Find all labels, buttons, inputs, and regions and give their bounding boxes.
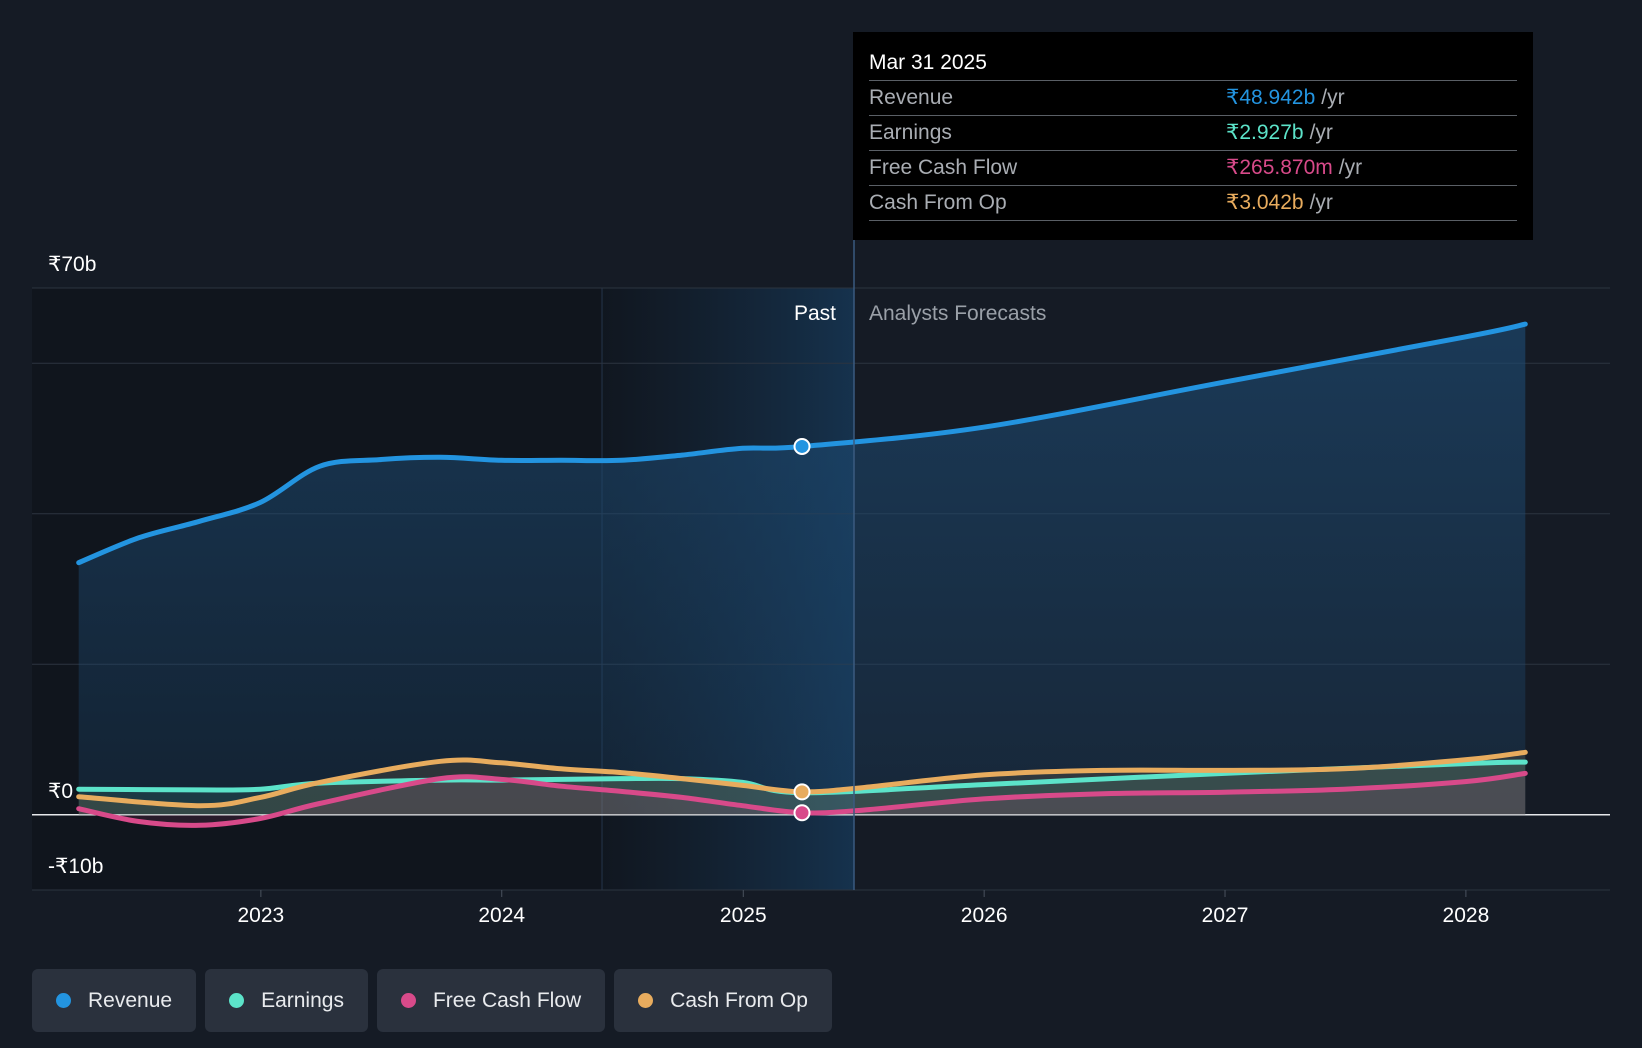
series-area-free-cash-flow	[78, 773, 1526, 826]
legend-label: Earnings	[261, 988, 344, 1012]
series-area-cash-from-op	[78, 752, 1526, 815]
legend-item-earnings[interactable]: Earnings	[205, 969, 368, 1032]
x-tick-label: 2023	[238, 904, 285, 927]
tooltip-row: Earnings ₹2.927b/yr	[869, 116, 1517, 151]
series-line-cash-from-op	[76, 749, 1528, 809]
y-axis-ticks: ₹70b ₹0 -₹10b	[48, 253, 103, 878]
tooltip-series-value: ₹265.870m	[1226, 156, 1333, 179]
tooltip-series-value: ₹2.927b	[1226, 121, 1304, 144]
series-line-revenue	[76, 321, 1528, 566]
tooltip-row: Revenue ₹48.942b/yr	[869, 81, 1517, 116]
series-areas	[78, 324, 1526, 826]
series-area-revenue	[78, 324, 1526, 815]
tooltip-series-name: Free Cash Flow	[869, 156, 1018, 179]
tooltip-row: Cash From Op ₹3.042b/yr	[869, 186, 1517, 221]
legend: Revenue Earnings Free Cash Flow Cash From O…	[32, 969, 832, 1032]
series-area-earnings	[78, 762, 1526, 815]
tooltip: Mar 31 2025 Revenue ₹48.942b/yr Earnings ₹2…	[853, 32, 1533, 240]
forecast-label: Analysts Forecasts	[869, 302, 1046, 325]
legend-dot-icon	[638, 993, 654, 1008]
legend-item-cash-from-op[interactable]: Cash From Op	[614, 969, 832, 1032]
legend-dot-icon	[400, 993, 416, 1008]
legend-item-free-cash-flow[interactable]: Free Cash Flow	[376, 969, 606, 1032]
series-lines	[76, 321, 1528, 828]
legend-label: Free Cash Flow	[432, 988, 582, 1012]
tooltip-series-value: ₹3.042b	[1226, 191, 1304, 214]
tooltip-unit: /yr	[1338, 156, 1363, 179]
x-tick-label: 2028	[1443, 904, 1490, 927]
marker-free-cash-flow	[793, 804, 811, 822]
marker-revenue	[793, 437, 811, 455]
y-tick-label: ₹70b	[48, 253, 96, 276]
tooltip-unit: /yr	[1309, 121, 1333, 144]
marker-cash-from-op	[793, 783, 811, 801]
x-tick-label: 2026	[961, 904, 1008, 927]
past-label: Past	[794, 302, 836, 325]
x-tick-label: 2024	[478, 904, 525, 927]
legend-item-revenue[interactable]: Revenue	[32, 969, 197, 1032]
hover-markers	[793, 437, 811, 822]
tooltip-series-name: Revenue	[869, 86, 954, 109]
legend-label: Cash From Op	[670, 988, 808, 1012]
y-tick-label: -₹10b	[48, 855, 103, 878]
tooltip-series-value: ₹48.942b	[1226, 86, 1316, 109]
y-tick-label: ₹0	[48, 780, 73, 803]
tooltip-series-name: Earnings	[869, 121, 952, 144]
series-line-free-cash-flow	[76, 770, 1528, 828]
tooltip-unit: /yr	[1321, 86, 1345, 109]
legend-dot-icon	[56, 993, 71, 1008]
tooltip-date: Mar 31 2025	[869, 46, 1517, 81]
tooltip-unit: /yr	[1309, 191, 1333, 214]
x-tick-label: 2025	[720, 904, 767, 927]
tooltip-series-name: Cash From Op	[869, 191, 1007, 214]
x-axis-ticks: 2023 2024 2025 2026 2027 2028	[238, 890, 1490, 927]
tooltip-row: Free Cash Flow ₹265.870m/yr	[869, 151, 1517, 186]
legend-dot-icon	[229, 993, 245, 1008]
legend-label: Revenue	[88, 988, 173, 1012]
x-tick-label: 2027	[1202, 904, 1249, 927]
